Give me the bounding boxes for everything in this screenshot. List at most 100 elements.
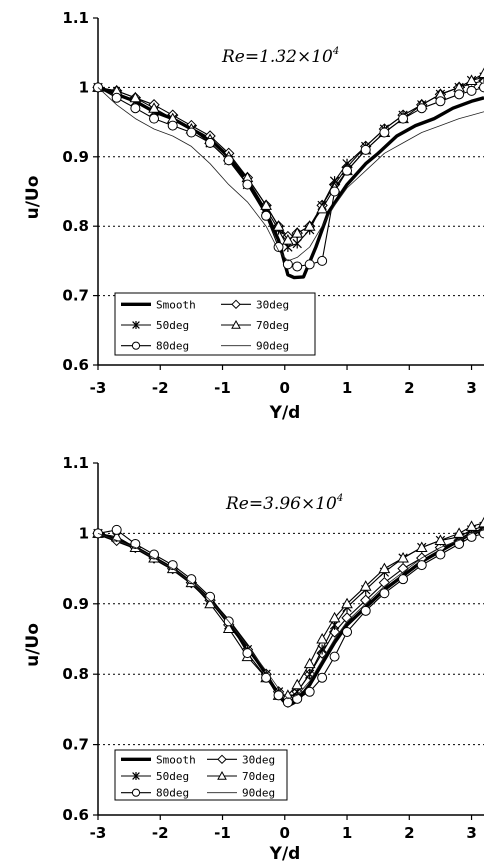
annotation-exp: 4 xyxy=(332,46,339,57)
series-90deg xyxy=(97,87,484,262)
x-tick-label: 1 xyxy=(342,379,352,397)
legend-marker-70deg xyxy=(231,319,241,329)
x-axis-label: Y/d xyxy=(269,403,301,423)
legend-marker-80deg xyxy=(131,341,141,350)
data-point-70deg xyxy=(328,611,341,623)
data-point-70deg xyxy=(478,67,484,79)
series-70deg xyxy=(92,516,484,700)
y-tick-label: 0.9 xyxy=(62,148,89,166)
data-point-80deg xyxy=(304,259,315,270)
data-point-80deg xyxy=(379,588,390,599)
data-point-50deg xyxy=(292,238,302,249)
legend-marker-30deg xyxy=(231,299,241,310)
legend: Smooth 30deg 50deg 70deg 80deg 90deg xyxy=(114,749,288,801)
x-tick-label: -2 xyxy=(152,824,169,842)
y-tick-label: 1.1 xyxy=(62,9,89,27)
data-point-80deg xyxy=(398,574,409,585)
data-point-70deg xyxy=(282,234,294,245)
legend-label-50deg: 50deg xyxy=(156,319,189,332)
data-point-80deg xyxy=(242,648,253,659)
x-tick-label: -1 xyxy=(214,824,231,842)
annotation-times: × xyxy=(297,47,311,67)
data-point-80deg xyxy=(342,165,353,176)
annotation-ten: 10 xyxy=(315,494,337,514)
series-line-70deg xyxy=(97,73,484,241)
data-point-80deg xyxy=(454,538,465,549)
y-tick-label: 0.8 xyxy=(62,665,89,683)
data-point-70deg xyxy=(397,552,409,563)
legend-label-80deg: 80deg xyxy=(156,340,189,353)
data-point-70deg xyxy=(453,527,465,538)
data-point-70deg xyxy=(465,520,478,531)
legend-marker-70deg xyxy=(217,770,227,780)
reynolds-annotation: Re=3.96×104 xyxy=(225,493,343,514)
y-tick-label: 0.9 xyxy=(62,595,89,613)
data-point-70deg xyxy=(316,632,328,644)
data-point-70deg xyxy=(316,202,328,214)
data-point-80deg xyxy=(435,96,446,107)
data-point-70deg xyxy=(415,541,428,552)
annotation-times: × xyxy=(301,494,315,514)
legend-label-50deg: 50deg xyxy=(156,770,189,783)
data-point-80deg xyxy=(111,524,122,535)
y-tick-label: 0.6 xyxy=(62,356,89,374)
data-point-80deg xyxy=(416,560,427,571)
series-line-90deg xyxy=(97,529,484,700)
legend-label-90deg: 90deg xyxy=(256,340,289,353)
annotation-exp: 4 xyxy=(336,493,343,504)
data-point-70deg xyxy=(291,227,304,238)
data-point-80deg xyxy=(317,255,328,266)
chart-panel-2: 0.6 0.7 0.8 0.9 1 1.1 -3 -2 -1 0 1 2 3 Y/d u/Uo Re=3.96… xyxy=(23,454,484,864)
data-point-70deg xyxy=(434,534,447,545)
y-tick-label: 0.8 xyxy=(62,217,89,235)
data-point-80deg xyxy=(304,686,315,697)
data-point-80deg xyxy=(360,605,371,616)
chart-panel-1: 0.6 0.7 0.8 0.9 1 1.1 -3 -2 -1 0 1 2 3 Y/d u/Uo Re=1.32… xyxy=(23,9,484,423)
legend: Smooth 30deg 50deg 70deg 80deg 90deg xyxy=(114,292,316,356)
data-point-80deg xyxy=(317,672,328,683)
series-50deg xyxy=(93,71,484,253)
legend-marker-50deg xyxy=(132,321,140,329)
data-point-70deg xyxy=(359,580,372,591)
legend-label-Smooth: Smooth xyxy=(156,753,196,766)
data-point-70deg xyxy=(291,678,304,690)
data-point-80deg xyxy=(454,89,465,100)
x-axis-label: Y/d xyxy=(269,844,301,864)
data-point-70deg xyxy=(465,74,478,85)
series-80deg xyxy=(93,82,484,272)
data-point-80deg xyxy=(261,210,272,221)
data-point-80deg xyxy=(282,697,293,708)
data-point-70deg xyxy=(341,597,353,609)
data-point-80deg xyxy=(273,242,284,253)
data-point-70deg xyxy=(378,562,391,574)
data-point-80deg xyxy=(398,113,409,124)
data-point-30deg xyxy=(360,594,372,606)
x-tick-label: 3 xyxy=(466,379,476,397)
y-tick-label: 1 xyxy=(79,524,89,542)
data-point-80deg xyxy=(329,186,340,197)
data-point-80deg xyxy=(466,85,477,96)
data-point-80deg xyxy=(435,549,446,560)
x-tick-label: 3 xyxy=(466,824,476,842)
legend-marker-30deg xyxy=(217,754,227,765)
legend-marker-50deg xyxy=(132,772,140,780)
y-axis-label: u/Uo xyxy=(23,176,43,220)
x-tick-label: 0 xyxy=(280,824,290,842)
y-tick-label: 0.7 xyxy=(62,736,89,754)
legend-label-30deg: 30deg xyxy=(256,298,289,311)
legend-label-90deg: 90deg xyxy=(242,787,275,800)
y-tick-label: 0.6 xyxy=(62,806,89,824)
series-80deg xyxy=(93,524,484,708)
x-tick-label: -2 xyxy=(152,379,169,397)
data-point-80deg xyxy=(479,82,484,93)
data-point-80deg xyxy=(282,259,293,270)
data-point-70deg xyxy=(222,622,235,633)
reynolds-annotation: Re=1.32×104 xyxy=(221,46,339,67)
annotation-ten: 10 xyxy=(311,47,333,67)
data-point-30deg xyxy=(341,612,353,624)
legend-label-70deg: 70deg xyxy=(242,770,275,783)
x-tick-label: 1 xyxy=(342,824,352,842)
x-tick-label: -3 xyxy=(90,379,107,397)
annotation-base: Re=1.32 xyxy=(221,47,297,67)
